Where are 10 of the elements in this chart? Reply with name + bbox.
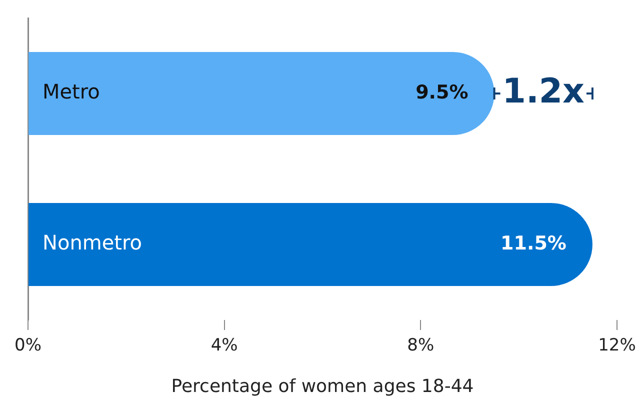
x-tick-label: 0% xyxy=(14,336,42,356)
data-label: 11.5% xyxy=(500,232,566,254)
annotation: 1.2x xyxy=(502,71,585,112)
x-tick-label: 12% xyxy=(598,336,636,356)
y-tick-label: Nonmetro xyxy=(42,230,142,255)
x-tick-label: 8% xyxy=(407,336,434,356)
x-axis-title: Percentage of women ages 18-44 xyxy=(171,376,474,397)
y-tick-label: Metro xyxy=(42,80,100,104)
x-tick-label: 4% xyxy=(210,336,238,356)
data-label: 9.5% xyxy=(416,81,468,104)
